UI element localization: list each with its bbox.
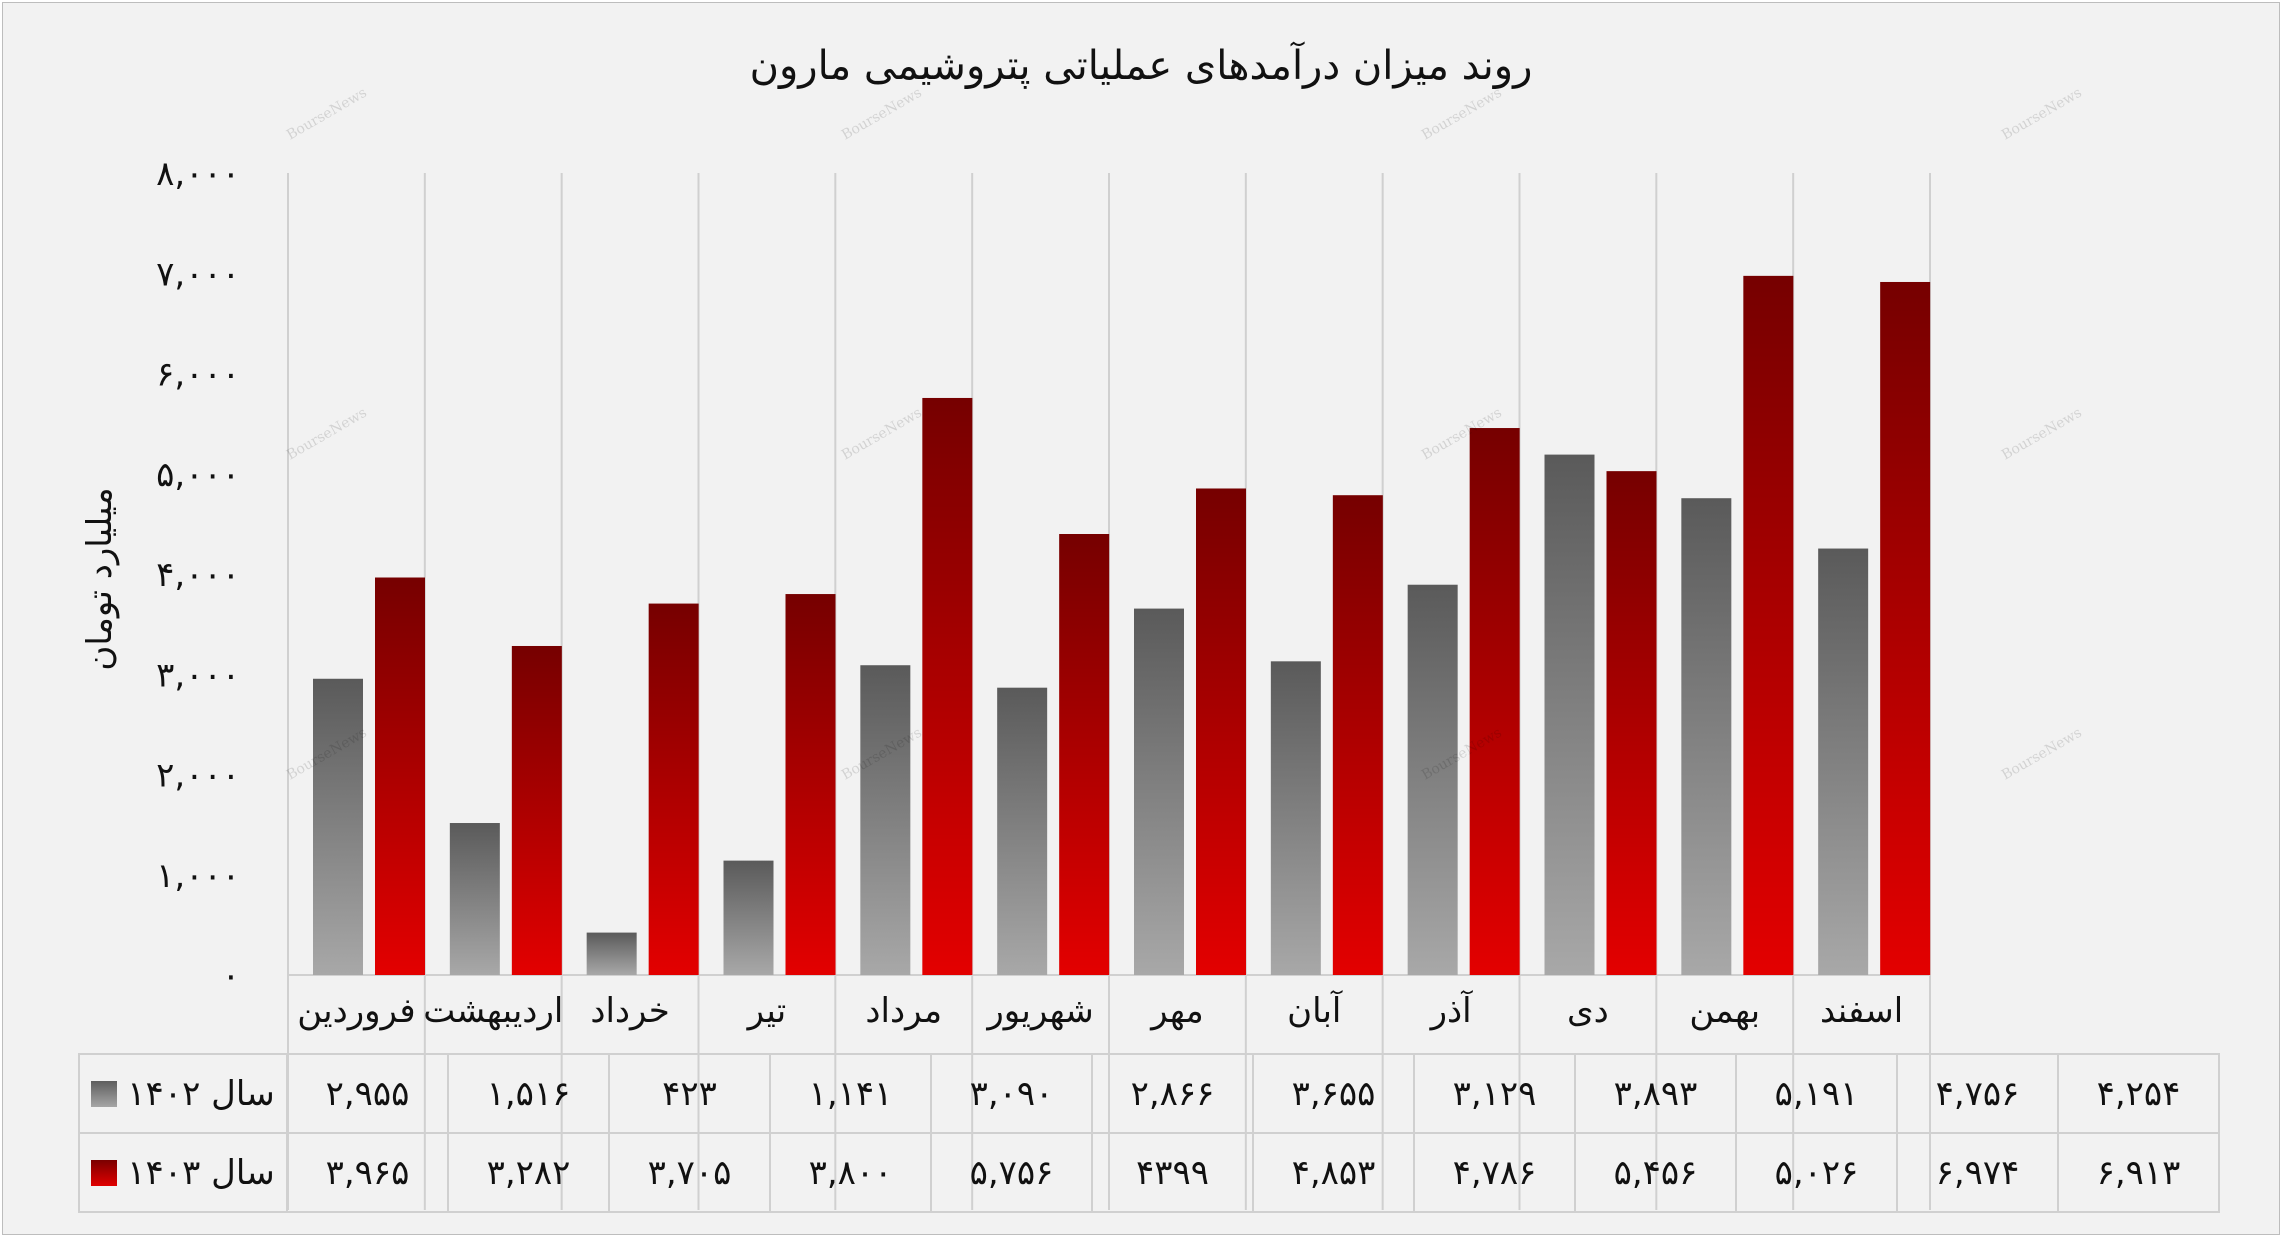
legend-cell-1402: سال ۱۴۰۲ (78, 1053, 288, 1134)
category-label: اردیبهشت (423, 991, 563, 1031)
y-tick-label: ۲,۰۰۰ (156, 756, 240, 796)
bar-1402 (1407, 584, 1458, 975)
y-tick-label: ۵,۰۰۰ (156, 455, 240, 495)
table-cell-value: ۴,۲۵۴ (2057, 1053, 2220, 1134)
watermark-text: BourseNews (1999, 405, 2085, 464)
category-labels: فروردین اردیبهشت خرداد تیر مرداد شهریور مهر آبا… (297, 990, 1903, 1031)
category-label: بهمن (1689, 991, 1760, 1031)
table-cell-value: ۶,۹۱۳ (2057, 1132, 2220, 1213)
table-row-1403: سال ۱۴۰۳ ۳,۹۶۵ ۳,۲۸۲ ۳,۷۰۵ ۳,۸۰۰ ۵,۷۵۶ ۴۳۹۹ ۴,… (78, 1132, 2220, 1213)
bar-1403 (1059, 534, 1110, 975)
table-cell-value: ۳,۲۸۲ (447, 1132, 610, 1213)
bar-1403 (922, 397, 973, 975)
bar-1402 (723, 860, 774, 975)
category-label: مهر (1149, 991, 1204, 1031)
table-cell-value: ۲,۹۵۵ (286, 1053, 449, 1134)
bar-1403 (1469, 428, 1520, 975)
y-tick-label: ۳,۰۰۰ (156, 655, 240, 695)
bar-1403 (1196, 488, 1246, 975)
table-cell-value: ۳,۶۵۵ (1252, 1053, 1415, 1134)
table-cell-value: ۳,۹۶۵ (286, 1132, 449, 1213)
table-cell-value: ۵,۷۵۶ (930, 1132, 1093, 1213)
bar-1402 (1544, 454, 1595, 975)
bar-1403 (511, 645, 562, 975)
bar-1403 (1606, 471, 1657, 975)
data-table: سال ۱۴۰۲ ۲,۹۵۵ ۱,۵۱۶ ۴۲۳ ۱,۱۴۱ ۳,۰۹۰ ۲,۸۶۶ ۳,۶… (78, 1053, 2220, 1213)
bar-1402 (449, 823, 500, 975)
bar-1403 (785, 594, 836, 975)
bar-1402 (1134, 608, 1184, 975)
table-cell-value: ۳,۸۹۳ (1574, 1053, 1737, 1134)
legend-cell-1403: سال ۱۴۰۳ (78, 1132, 288, 1213)
watermark-text: BourseNews (284, 405, 370, 464)
category-label: خرداد (590, 991, 670, 1031)
bar-1403 (1332, 495, 1383, 975)
table-cell-value: ۵,۱۹۱ (1735, 1053, 1898, 1134)
watermark-text: BourseNews (1419, 85, 1505, 144)
bar-1403 (1743, 275, 1794, 975)
watermark-text: BourseNews (839, 85, 925, 144)
legend-key-1403 (91, 1159, 118, 1186)
bar-1402 (313, 678, 363, 975)
table-cell-value: ۳,۰۹۰ (930, 1053, 1093, 1134)
y-tick-label: ۸,۰۰۰ (156, 154, 240, 194)
category-label: شهریور (985, 991, 1093, 1031)
bar-1402 (1818, 548, 1869, 975)
bar-1403 (648, 603, 699, 975)
bar-1402 (860, 665, 911, 975)
bar-1402 (1270, 661, 1321, 975)
y-tick-label: ۴,۰۰۰ (156, 555, 240, 595)
table-cell-value: ۴۳۹۹ (1091, 1132, 1254, 1213)
table-cell-value: ۲,۸۶۶ (1091, 1053, 1254, 1134)
bar-1403 (1880, 281, 1931, 975)
table-cell-value: ۶,۹۷۴ (1896, 1132, 2059, 1213)
table-cell-value: ۳,۷۰۵ (608, 1132, 771, 1213)
table-cell-value: ۴,۷۸۶ (1413, 1132, 1576, 1213)
category-label: دی (1567, 991, 1609, 1031)
bars (313, 275, 1931, 975)
legend-label-1403: سال ۱۴۰۳ (127, 1152, 275, 1193)
legend-key-1402 (91, 1080, 118, 1107)
y-tick-label: ۷,۰۰۰ (156, 254, 240, 294)
table-cell-value: ۳,۸۰۰ (769, 1132, 932, 1213)
table-cell-value: ۵,۰۲۶ (1735, 1132, 1898, 1213)
bar-1403 (375, 577, 425, 975)
y-tick-label: ۰ (222, 956, 240, 996)
table-cell-value: ۵,۴۵۶ (1574, 1132, 1737, 1213)
category-label: تیر (746, 991, 786, 1031)
bar-1402 (586, 932, 637, 975)
bar-1402 (1681, 498, 1732, 975)
y-tick-label: ۶,۰۰۰ (156, 355, 240, 395)
table-cell-value: ۴۲۳ (608, 1053, 771, 1134)
table-cell-value: ۳,۱۲۹ (1413, 1053, 1576, 1134)
category-label: مرداد (865, 991, 942, 1031)
table-cell-value: ۴,۷۵۶ (1896, 1053, 2059, 1134)
category-label: فروردین (297, 991, 415, 1031)
category-label: اسفند (1820, 991, 1903, 1031)
chart-title: روند میزان درآمدهای عملیاتی پتروشیمی مار… (749, 43, 1533, 89)
y-tick-label: ۱,۰۰۰ (156, 856, 240, 896)
legend-label-1402: سال ۱۴۰۲ (127, 1073, 275, 1114)
watermark-text: BourseNews (284, 85, 370, 144)
watermark-text: BourseNews (1999, 725, 2085, 784)
watermark-text: BourseNews (839, 405, 925, 464)
table-row-1402: سال ۱۴۰۲ ۲,۹۵۵ ۱,۵۱۶ ۴۲۳ ۱,۱۴۱ ۳,۰۹۰ ۲,۸۶۶ ۳,۶… (78, 1053, 2220, 1134)
watermark-text: BourseNews (1999, 85, 2085, 144)
bar-1402 (997, 687, 1048, 975)
category-label: آذر (1429, 990, 1474, 1031)
table-cell-value: ۴,۸۵۳ (1252, 1132, 1415, 1213)
y-tick-labels: ۰ ۱,۰۰۰ ۲,۰۰۰ ۳,۰۰۰ ۴,۰۰۰ ۵,۰۰۰ ۶,۰۰۰ ۷,۰۰۰ ۸,۰۰… (156, 154, 240, 996)
table-cell-value: ۱,۱۴۱ (769, 1053, 932, 1134)
category-label: آبان (1287, 990, 1343, 1031)
table-cell-value: ۱,۵۱۶ (447, 1053, 610, 1134)
